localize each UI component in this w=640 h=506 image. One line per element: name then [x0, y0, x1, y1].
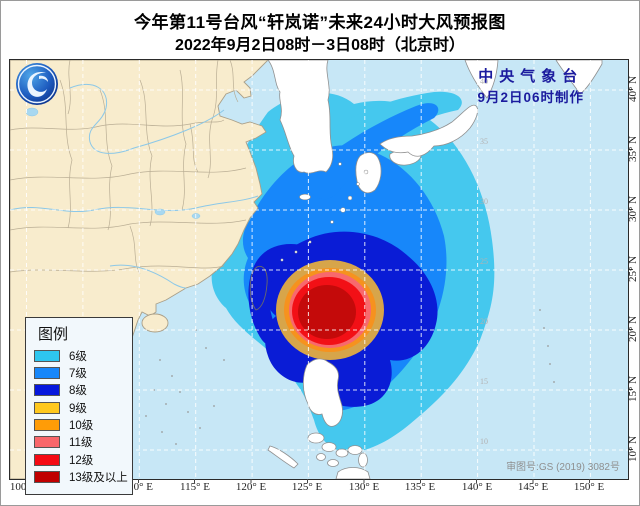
- lon-axis-label: 145° E: [517, 481, 549, 493]
- lat-axis-label: 30° N: [627, 195, 639, 223]
- legend-label: 13级及以上: [69, 472, 128, 485]
- legend-label: 12级: [69, 454, 94, 467]
- issue-time: 9月2日06时制作: [477, 90, 584, 105]
- legend-swatch: [34, 366, 60, 379]
- lat-axis-label: 15° N: [627, 375, 639, 403]
- map-canvas: [10, 60, 628, 479]
- legend-swatch: [34, 401, 60, 414]
- korea-land: [267, 60, 334, 174]
- grid-lines: [10, 60, 628, 479]
- legend-item: 10级: [34, 419, 124, 432]
- forecast-map: 中央气象台 9月2日06时制作 图例 6级 7级 8级 9级 10级 11级 1…: [9, 59, 629, 496]
- legend-item: 8级: [34, 384, 124, 397]
- ryukyu-islands: [280, 162, 369, 262]
- jeju-island: [299, 193, 311, 201]
- lat-axis-label: 25° N: [627, 255, 639, 283]
- wind-area-7-band: [300, 103, 439, 200]
- legend-item: 7级: [34, 366, 124, 380]
- map-approval-number: 审图号:GS (2019) 3082号: [506, 462, 620, 473]
- lon-axis-label: 125° E: [291, 481, 323, 493]
- lon-axis-label: 135° E: [404, 481, 436, 493]
- wind-field: [209, 91, 495, 453]
- legend-swatch: [34, 453, 60, 466]
- lat-axis-label: 20° N: [627, 315, 639, 343]
- legend-item: 6级: [34, 349, 124, 363]
- legend-item: 9级: [34, 401, 124, 415]
- lakes: [25, 107, 201, 219]
- lat-axis-label: 40° N: [627, 75, 639, 103]
- lon-axis-label: 115° E: [180, 481, 210, 493]
- legend-title: 图例: [38, 326, 69, 343]
- legend-label: 10级: [69, 420, 94, 433]
- legend-swatch: [34, 419, 60, 432]
- legend-item: 12级: [34, 453, 124, 467]
- legend-label: 9级: [69, 402, 87, 415]
- legend-item: 11级: [34, 436, 124, 449]
- legend-label: 11级: [69, 437, 93, 450]
- grid-value-mark: 40: [480, 77, 488, 86]
- legend-label: 7级: [69, 367, 87, 380]
- lat-axis-ticks: [629, 59, 633, 478]
- cma-logo-icon: [16, 63, 58, 105]
- grid-value-mark: 15: [480, 377, 488, 386]
- legend-swatch: [34, 471, 60, 484]
- grid-value-mark: 20: [480, 317, 488, 326]
- lat-axis-label: 10° N: [627, 435, 639, 463]
- legend-label: 6级: [69, 350, 87, 363]
- lon-axis-label: 140° E: [461, 481, 493, 493]
- issuer-block: 中央气象台 9月2日06时制作: [477, 65, 584, 106]
- lat-axis-label: 35° N: [627, 135, 639, 163]
- grid-value-mark: 30: [480, 197, 488, 206]
- legend-swatch: [34, 436, 60, 449]
- lon-axis-label: 130° E: [348, 481, 380, 493]
- lon-axis-ticks: [9, 479, 627, 483]
- lon-axis-label: 150° E: [573, 481, 605, 493]
- page-subtitle: 2022年9月2日08时－3日08时（北京时）: [175, 37, 465, 54]
- lon-axis-label: 120° E: [235, 481, 267, 493]
- legend-swatch: [34, 349, 60, 362]
- rivers: [10, 83, 259, 289]
- legend-item: 13级及以上: [34, 471, 128, 484]
- grid-value-mark: 35: [480, 137, 488, 146]
- wind-area-13: [298, 285, 356, 339]
- page-title: 今年第11号台风“轩岚诺”未来24小时大风预报图: [134, 13, 506, 32]
- legend: 图例 6级 7级 8级 9级 10级 11级 12级 13级及以上: [25, 317, 133, 496]
- legend-label: 8级: [69, 385, 87, 398]
- grid-value-mark: 10: [480, 437, 488, 446]
- province-borders: [10, 60, 247, 275]
- issuer-name: 中央气象台: [478, 68, 584, 85]
- grid-value-mark: 25: [480, 257, 488, 266]
- legend-swatch: [34, 384, 60, 397]
- philippines-land: [267, 358, 371, 479]
